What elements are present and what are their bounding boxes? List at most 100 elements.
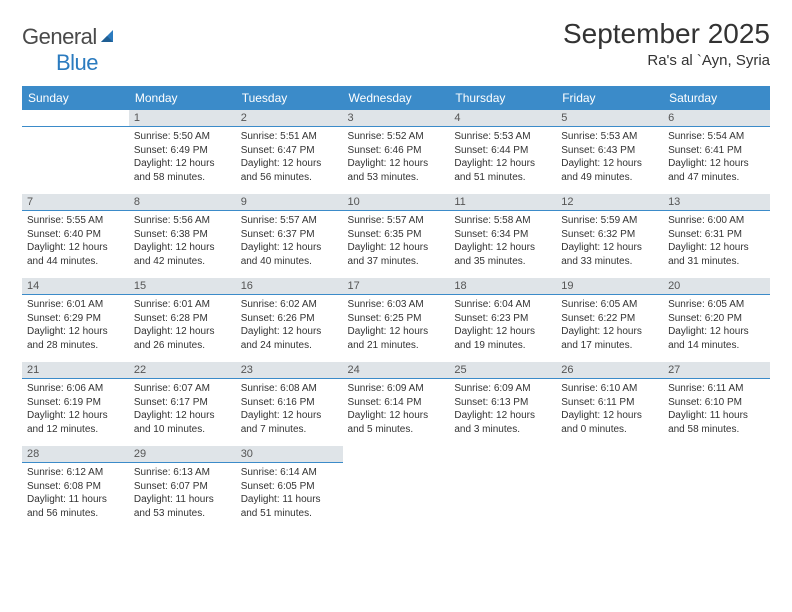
- daylight-line: Daylight: 12 hours and 0 minutes.: [561, 409, 658, 436]
- day-info: Sunrise: 5:50 AMSunset: 6:49 PMDaylight:…: [129, 127, 236, 184]
- sunset-line: Sunset: 6:26 PM: [241, 312, 338, 326]
- daylight-line: Daylight: 12 hours and 24 minutes.: [241, 325, 338, 352]
- daylight-line: Daylight: 12 hours and 7 minutes.: [241, 409, 338, 436]
- day-number: 17: [343, 278, 450, 295]
- day-number: 23: [236, 362, 343, 379]
- sunset-line: Sunset: 6:29 PM: [27, 312, 124, 326]
- daylight-line: Daylight: 12 hours and 19 minutes.: [454, 325, 551, 352]
- day-number: 19: [556, 278, 663, 295]
- day-info: Sunrise: 6:01 AMSunset: 6:29 PMDaylight:…: [22, 295, 129, 352]
- day-number: 6: [663, 110, 770, 127]
- daylight-line: Daylight: 12 hours and 49 minutes.: [561, 157, 658, 184]
- sunrise-line: Sunrise: 6:14 AM: [241, 466, 338, 480]
- daylight-line: Daylight: 12 hours and 35 minutes.: [454, 241, 551, 268]
- sunset-line: Sunset: 6:07 PM: [134, 480, 231, 494]
- day-info: Sunrise: 5:54 AMSunset: 6:41 PMDaylight:…: [663, 127, 770, 184]
- sunset-line: Sunset: 6:32 PM: [561, 228, 658, 242]
- day-info: Sunrise: 6:12 AMSunset: 6:08 PMDaylight:…: [22, 463, 129, 520]
- day-number: 27: [663, 362, 770, 379]
- daylight-line: Daylight: 11 hours and 58 minutes.: [668, 409, 765, 436]
- calendar-cell: 16Sunrise: 6:02 AMSunset: 6:26 PMDayligh…: [236, 278, 343, 362]
- sunset-line: Sunset: 6:22 PM: [561, 312, 658, 326]
- calendar-cell: 6Sunrise: 5:54 AMSunset: 6:41 PMDaylight…: [663, 110, 770, 194]
- weekday-header: Tuesday: [236, 86, 343, 110]
- sunrise-line: Sunrise: 6:07 AM: [134, 382, 231, 396]
- day-info: Sunrise: 5:53 AMSunset: 6:44 PMDaylight:…: [449, 127, 556, 184]
- daylight-line: Daylight: 12 hours and 53 minutes.: [348, 157, 445, 184]
- day-info: Sunrise: 6:14 AMSunset: 6:05 PMDaylight:…: [236, 463, 343, 520]
- sunrise-line: Sunrise: 6:10 AM: [561, 382, 658, 396]
- sunrise-line: Sunrise: 6:01 AM: [134, 298, 231, 312]
- calendar-row: 14Sunrise: 6:01 AMSunset: 6:29 PMDayligh…: [22, 278, 770, 362]
- day-number: 26: [556, 362, 663, 379]
- calendar-cell: 26Sunrise: 6:10 AMSunset: 6:11 PMDayligh…: [556, 362, 663, 446]
- day-number: 13: [663, 194, 770, 211]
- daylight-line: Daylight: 12 hours and 10 minutes.: [134, 409, 231, 436]
- day-info: Sunrise: 5:53 AMSunset: 6:43 PMDaylight:…: [556, 127, 663, 184]
- weekday-header: Friday: [556, 86, 663, 110]
- day-number: 9: [236, 194, 343, 211]
- sail-icon: [99, 24, 119, 50]
- weekday-row: SundayMondayTuesdayWednesdayThursdayFrid…: [22, 86, 770, 110]
- calendar-page: General Blue September 2025 Ra's al `Ayn…: [0, 0, 792, 548]
- weekday-header: Monday: [129, 86, 236, 110]
- calendar-table: SundayMondayTuesdayWednesdayThursdayFrid…: [22, 86, 770, 530]
- day-number: 18: [449, 278, 556, 295]
- calendar-cell: 18Sunrise: 6:04 AMSunset: 6:23 PMDayligh…: [449, 278, 556, 362]
- day-info: Sunrise: 5:57 AMSunset: 6:37 PMDaylight:…: [236, 211, 343, 268]
- calendar-cell: 1Sunrise: 5:50 AMSunset: 6:49 PMDaylight…: [129, 110, 236, 194]
- daylight-line: Daylight: 12 hours and 56 minutes.: [241, 157, 338, 184]
- daylight-line: Daylight: 12 hours and 40 minutes.: [241, 241, 338, 268]
- daylight-line: Daylight: 12 hours and 5 minutes.: [348, 409, 445, 436]
- day-number: 28: [22, 446, 129, 463]
- calendar-row: 21Sunrise: 6:06 AMSunset: 6:19 PMDayligh…: [22, 362, 770, 446]
- sunset-line: Sunset: 6:34 PM: [454, 228, 551, 242]
- calendar-cell: 23Sunrise: 6:08 AMSunset: 6:16 PMDayligh…: [236, 362, 343, 446]
- sunset-line: Sunset: 6:23 PM: [454, 312, 551, 326]
- calendar-cell: 11Sunrise: 5:58 AMSunset: 6:34 PMDayligh…: [449, 194, 556, 278]
- sunrise-line: Sunrise: 6:02 AM: [241, 298, 338, 312]
- calendar-cell: 12Sunrise: 5:59 AMSunset: 6:32 PMDayligh…: [556, 194, 663, 278]
- calendar-cell: 4Sunrise: 5:53 AMSunset: 6:44 PMDaylight…: [449, 110, 556, 194]
- day-info: Sunrise: 6:05 AMSunset: 6:22 PMDaylight:…: [556, 295, 663, 352]
- calendar-cell: 30Sunrise: 6:14 AMSunset: 6:05 PMDayligh…: [236, 446, 343, 530]
- calendar-cell: [556, 446, 663, 530]
- sunrise-line: Sunrise: 6:08 AM: [241, 382, 338, 396]
- day-info: Sunrise: 6:13 AMSunset: 6:07 PMDaylight:…: [129, 463, 236, 520]
- sunset-line: Sunset: 6:10 PM: [668, 396, 765, 410]
- day-number: 20: [663, 278, 770, 295]
- sunset-line: Sunset: 6:20 PM: [668, 312, 765, 326]
- day-number: 7: [22, 194, 129, 211]
- day-number: 8: [129, 194, 236, 211]
- sunrise-line: Sunrise: 6:09 AM: [348, 382, 445, 396]
- sunset-line: Sunset: 6:38 PM: [134, 228, 231, 242]
- sunrise-line: Sunrise: 5:50 AM: [134, 130, 231, 144]
- sunrise-line: Sunrise: 5:53 AM: [454, 130, 551, 144]
- daylight-line: Daylight: 12 hours and 51 minutes.: [454, 157, 551, 184]
- day-info: Sunrise: 6:09 AMSunset: 6:14 PMDaylight:…: [343, 379, 450, 436]
- day-info: Sunrise: 6:02 AMSunset: 6:26 PMDaylight:…: [236, 295, 343, 352]
- logo-text: General Blue: [22, 24, 119, 76]
- day-number: 25: [449, 362, 556, 379]
- logo-word1: General: [22, 24, 97, 49]
- location: Ra's al `Ayn, Syria: [563, 52, 770, 69]
- day-info: Sunrise: 6:10 AMSunset: 6:11 PMDaylight:…: [556, 379, 663, 436]
- day-info: Sunrise: 6:01 AMSunset: 6:28 PMDaylight:…: [129, 295, 236, 352]
- calendar-body: 1Sunrise: 5:50 AMSunset: 6:49 PMDaylight…: [22, 110, 770, 530]
- sunset-line: Sunset: 6:17 PM: [134, 396, 231, 410]
- sunrise-line: Sunrise: 6:01 AM: [27, 298, 124, 312]
- daylight-line: Daylight: 12 hours and 47 minutes.: [668, 157, 765, 184]
- daylight-line: Daylight: 11 hours and 56 minutes.: [27, 493, 124, 520]
- day-info: Sunrise: 5:59 AMSunset: 6:32 PMDaylight:…: [556, 211, 663, 268]
- day-info: Sunrise: 5:56 AMSunset: 6:38 PMDaylight:…: [129, 211, 236, 268]
- sunrise-line: Sunrise: 6:09 AM: [454, 382, 551, 396]
- logo: General Blue: [22, 24, 119, 76]
- calendar-cell: [343, 446, 450, 530]
- day-number: 3: [343, 110, 450, 127]
- sunset-line: Sunset: 6:14 PM: [348, 396, 445, 410]
- sunrise-line: Sunrise: 5:59 AM: [561, 214, 658, 228]
- calendar-cell: 24Sunrise: 6:09 AMSunset: 6:14 PMDayligh…: [343, 362, 450, 446]
- daylight-line: Daylight: 12 hours and 12 minutes.: [27, 409, 124, 436]
- sunrise-line: Sunrise: 6:06 AM: [27, 382, 124, 396]
- sunrise-line: Sunrise: 5:55 AM: [27, 214, 124, 228]
